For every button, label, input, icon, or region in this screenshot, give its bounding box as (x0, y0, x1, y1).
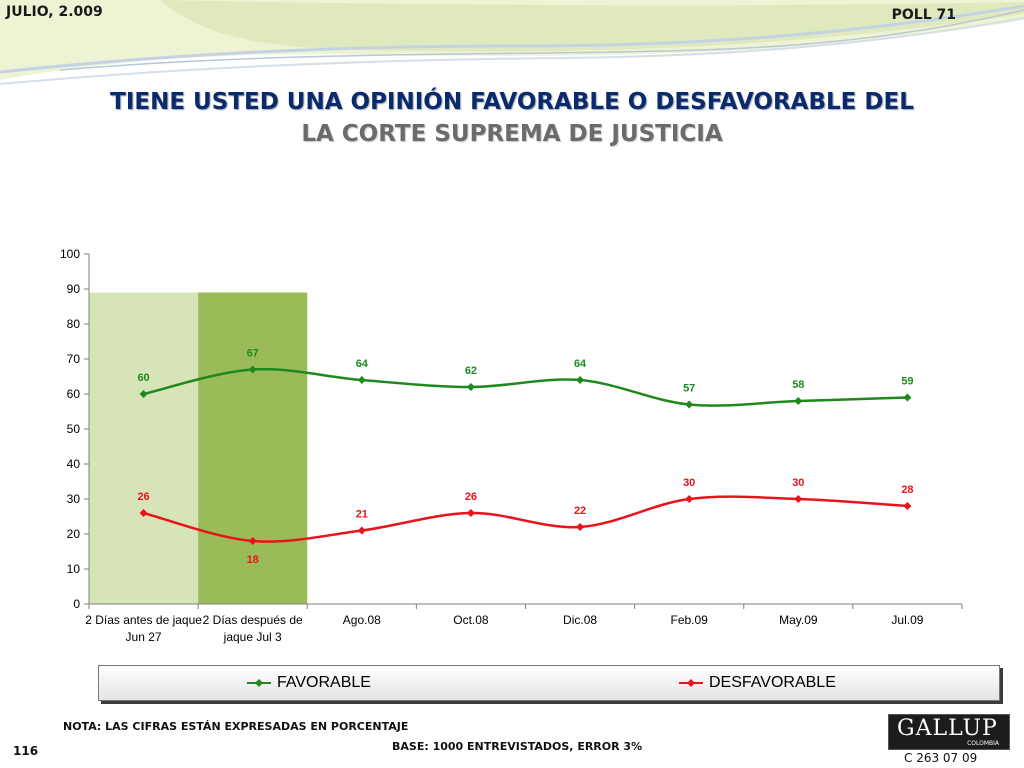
highlight-band-1 (198, 292, 308, 604)
data-point-favorable (794, 397, 803, 405)
poll-number: POLL 71 (891, 7, 956, 23)
highlight-band-0 (89, 292, 199, 604)
data-point-favorable (139, 390, 148, 398)
data-label-favorable: 62 (465, 365, 477, 377)
report-date: JULIO, 2.009 (6, 4, 103, 20)
data-label-desfavorable: 21 (356, 509, 368, 521)
data-point-favorable (903, 393, 912, 402)
data-point-desfavorable (576, 523, 585, 531)
data-label-favorable: 58 (792, 379, 804, 391)
data-point-favorable (576, 376, 585, 384)
legend-marker-desfavorable (679, 679, 703, 687)
x-tick-label: jaque Jul 3 (223, 630, 282, 644)
logo-wordmark: GALLUP (897, 716, 998, 741)
y-tick-label: 40 (67, 457, 81, 471)
legend-marker-favorable (247, 679, 271, 687)
logo-subtext: COLOMBIA (967, 740, 999, 747)
legend-item-desfavorable: DESFAVORABLE (679, 666, 836, 700)
document-code: C 263 07 09 (904, 751, 978, 765)
data-label-favorable: 64 (574, 358, 587, 370)
header-swoosh-decoration (0, 0, 1024, 85)
data-label-desfavorable: 28 (901, 484, 913, 496)
x-tick-label: May.09 (779, 613, 818, 627)
series-line-favorable (143, 367, 908, 407)
x-tick-label: Ago.08 (343, 613, 381, 627)
y-tick-label: 0 (73, 597, 80, 611)
data-point-favorable (357, 376, 366, 384)
chart-legend: FAVORABLE DESFAVORABLE (98, 665, 1000, 701)
y-tick-label: 90 (67, 282, 81, 296)
data-label-favorable: 59 (901, 376, 913, 388)
data-point-desfavorable (248, 537, 257, 545)
y-tick-label: 30 (67, 492, 81, 506)
page-number: 116 (13, 744, 39, 758)
data-label-favorable: 67 (247, 348, 259, 360)
data-point-desfavorable (903, 502, 912, 510)
data-point-desfavorable (357, 526, 366, 535)
y-tick-label: 10 (67, 562, 81, 576)
data-label-desfavorable: 30 (683, 477, 695, 489)
data-point-desfavorable (685, 495, 694, 503)
x-tick-label: Feb.09 (671, 613, 709, 627)
data-point-desfavorable (466, 509, 475, 517)
y-tick-label: 60 (67, 387, 81, 401)
data-point-favorable (466, 383, 475, 391)
x-tick-label: 2 Días antes de jaque (85, 613, 202, 627)
x-tick-label: Dic.08 (563, 613, 597, 627)
data-point-favorable (248, 365, 257, 374)
data-point-favorable (685, 400, 694, 409)
y-tick-label: 70 (67, 352, 81, 366)
data-label-desfavorable: 26 (137, 491, 149, 503)
y-tick-label: 80 (67, 317, 81, 331)
gallup-logo: GALLUP COLOMBIA (888, 714, 1010, 750)
x-tick-label: Oct.08 (453, 613, 489, 627)
footnote: NOTA: LAS CIFRAS ESTÁN EXPRESADAS EN POR… (63, 720, 409, 733)
chart-subtitle: LA CORTE SUPREMA DE JUSTICIA (301, 121, 723, 147)
data-label-desfavorable: 22 (574, 505, 586, 517)
y-tick-label: 50 (67, 422, 81, 436)
data-label-favorable: 57 (683, 383, 695, 395)
chart-title: TIENE USTED UNA OPINIÓN FAVORABLE O DESF… (110, 89, 914, 115)
data-label-favorable: 64 (356, 358, 369, 370)
y-tick-label: 100 (60, 247, 80, 261)
data-label-desfavorable: 18 (247, 554, 259, 566)
legend-label-favorable: FAVORABLE (277, 674, 371, 691)
data-label-desfavorable: 30 (792, 477, 804, 489)
x-tick-label: Jul.09 (891, 613, 923, 627)
legend-label-desfavorable: DESFAVORABLE (709, 674, 836, 691)
series-line-desfavorable (143, 495, 908, 543)
y-tick-label: 20 (67, 527, 81, 541)
legend-item-favorable: FAVORABLE (247, 666, 371, 700)
data-point-desfavorable (794, 495, 803, 503)
data-point-desfavorable (139, 509, 148, 517)
data-label-favorable: 60 (137, 372, 149, 384)
data-label-desfavorable: 26 (465, 491, 477, 503)
x-tick-label: Jun 27 (126, 630, 162, 644)
line-chart: 0 10 20 30 40 50 60 70 80 90 100 2 Días antes de ja… (60, 247, 963, 644)
x-tick-label: 2 Días después de (203, 613, 303, 627)
base-note: BASE: 1000 ENTREVISTADOS, ERROR 3% (392, 740, 643, 753)
